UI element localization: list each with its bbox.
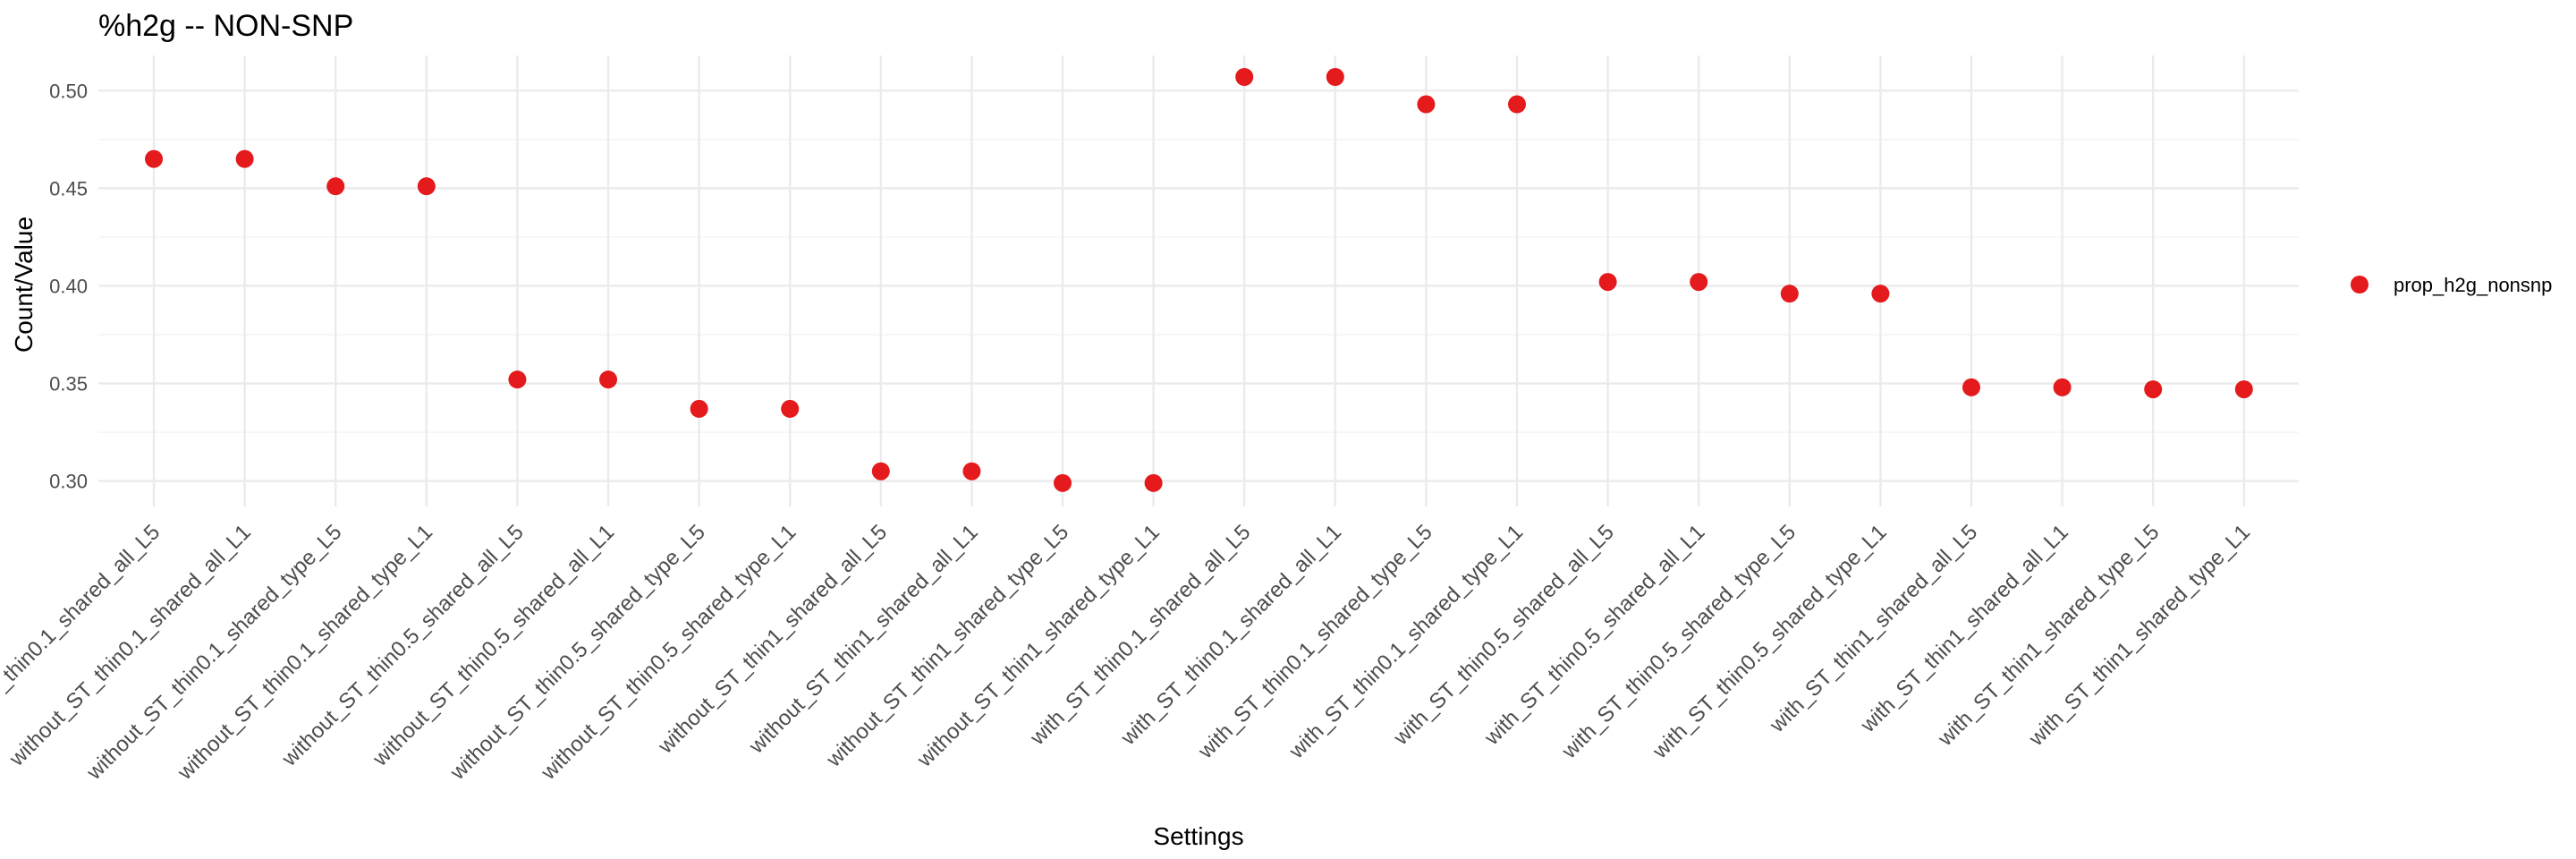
legend: prop_h2g_nonsnp	[2351, 274, 2552, 296]
data-point	[326, 177, 345, 196]
points-layer	[145, 68, 2253, 492]
data-point	[2234, 380, 2253, 399]
data-point	[1417, 95, 1436, 114]
data-point	[1144, 473, 1163, 492]
data-point	[962, 462, 981, 481]
data-point	[145, 149, 163, 168]
data-point	[1508, 95, 1526, 114]
data-point	[1054, 473, 1072, 492]
legend-key	[2351, 276, 2368, 293]
y-tick-label: 0.50	[49, 80, 88, 102]
y-tick-label: 0.35	[49, 373, 88, 395]
data-point	[1598, 273, 1617, 292]
data-point	[1871, 285, 1890, 303]
legend-label-prop-h2g-nonsnp: prop_h2g_nonsnp	[2394, 274, 2552, 296]
grid-layer	[98, 55, 2299, 506]
data-point	[1780, 285, 1799, 303]
data-point	[508, 370, 527, 389]
x-axis-title: Settings	[1153, 822, 1243, 850]
data-point	[417, 177, 436, 196]
data-point	[2144, 380, 2163, 399]
y-tick-label: 0.40	[49, 275, 88, 297]
data-point	[871, 462, 890, 481]
data-point	[1235, 68, 1254, 86]
y-tick-label: 0.45	[49, 177, 88, 200]
data-point	[599, 370, 617, 389]
y-axis-title: Count/Value	[10, 217, 38, 353]
data-point	[235, 149, 254, 168]
data-point	[781, 399, 800, 418]
y-tick-label: 0.30	[49, 471, 88, 493]
y-axis: 0.30 0.35 0.40 0.45 0.50	[49, 80, 88, 492]
data-point	[690, 399, 708, 418]
data-point	[1326, 68, 1344, 86]
data-point	[2053, 378, 2072, 396]
chart-title: %h2g -- NON-SNP	[98, 9, 353, 43]
data-point	[1690, 273, 1708, 292]
data-point	[1962, 378, 1980, 396]
x-axis: without_ST_thin0.1_shared_all_L5without_…	[0, 520, 2255, 785]
